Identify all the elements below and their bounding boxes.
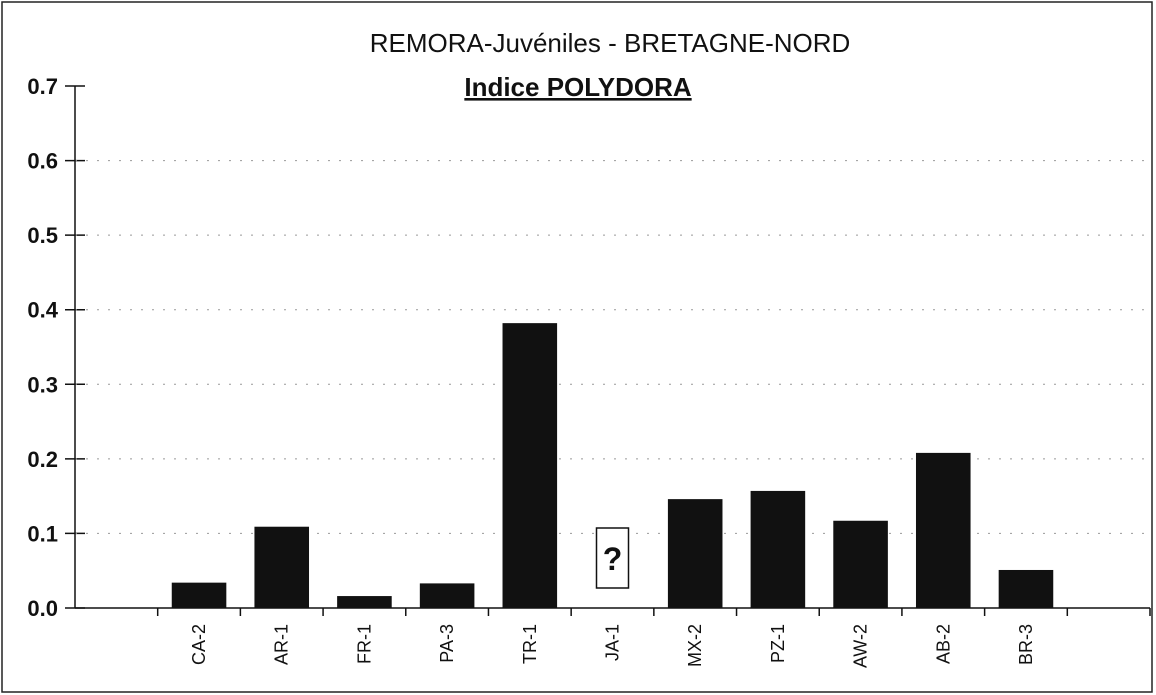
y-tick-label: 0.5 — [27, 223, 58, 248]
bar — [337, 596, 392, 608]
bar — [419, 583, 475, 608]
x-tick-label: FR-1 — [354, 624, 374, 664]
x-tick-label: AW-2 — [851, 624, 871, 668]
x-tick-label: TR-1 — [520, 624, 540, 664]
y-tick-label: 0.6 — [27, 149, 58, 174]
y-tick-label: 0.4 — [27, 298, 58, 323]
x-tick-label: AB-2 — [933, 624, 953, 664]
y-tick-label: 0.7 — [27, 74, 58, 99]
bar — [254, 526, 310, 608]
bar — [833, 520, 888, 608]
annotation: ? — [603, 541, 623, 577]
bar — [998, 569, 1054, 608]
x-tick-label: CA-2 — [189, 624, 209, 665]
x-tick-label: AR-1 — [272, 624, 292, 665]
y-tick-label: 0.3 — [27, 372, 58, 397]
x-tick-label: BR-3 — [1016, 624, 1036, 665]
bar — [502, 323, 558, 608]
x-tick-label: PZ-1 — [768, 624, 788, 663]
x-tick-label: JA-1 — [603, 624, 623, 661]
bar — [750, 490, 806, 608]
annotation-box — [595, 527, 630, 589]
y-tick-label: 0.1 — [27, 521, 58, 546]
x-tick-label: MX-2 — [685, 624, 705, 667]
y-tick-label: 0.2 — [27, 447, 58, 472]
bar — [915, 452, 971, 608]
chart-subtitle: Indice POLYDORA — [464, 72, 692, 102]
y-tick-label: 0.0 — [27, 596, 58, 621]
x-tick-label: PA-3 — [437, 624, 457, 663]
chart-title: REMORA-Juvéniles - BRETAGNE-NORD — [370, 28, 851, 58]
bar — [667, 499, 723, 608]
bar — [171, 582, 227, 608]
